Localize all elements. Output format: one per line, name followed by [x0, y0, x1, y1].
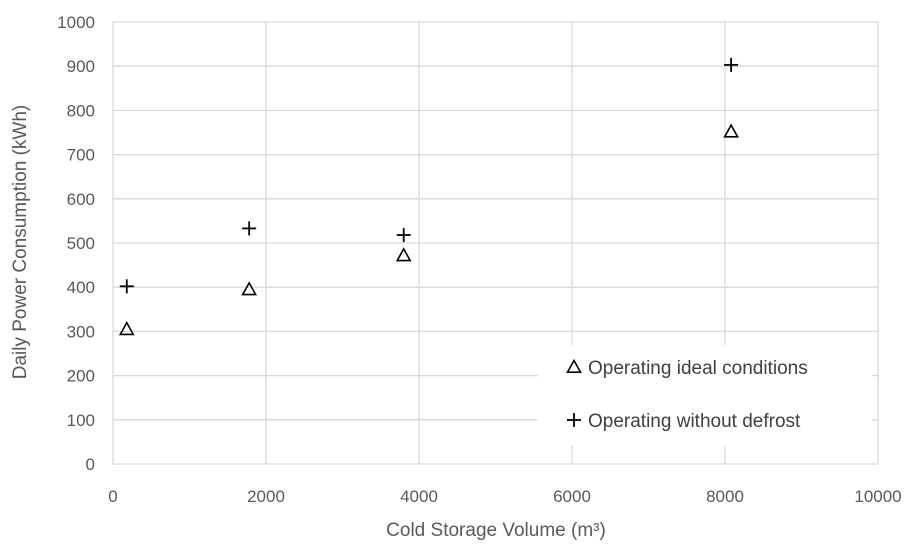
- legend-box: [538, 345, 872, 445]
- triangle-data-point: [395, 247, 412, 262]
- y-tick-label: 1000: [57, 13, 95, 32]
- y-tick-labels: 0 100 200 300 400 500 600 700 800 900 1000: [57, 13, 95, 474]
- y-tick-label: 600: [67, 190, 95, 209]
- y-tick-label: 400: [67, 278, 95, 297]
- x-tick-label: 0: [108, 487, 117, 506]
- legend: Operating ideal conditions Operating wit…: [538, 345, 872, 445]
- x-tick-label: 6000: [553, 487, 591, 506]
- y-tick-label: 200: [67, 367, 95, 386]
- y-tick-label: 500: [67, 234, 95, 253]
- y-tick-label: 700: [67, 146, 95, 165]
- legend-triangle-mark: [566, 358, 582, 374]
- grid-layer: [112, 21, 879, 465]
- plus-data-point: [119, 279, 134, 294]
- plus-data-point: [396, 228, 411, 243]
- x-tick-labels: 0 2000 4000 6000 8000 10000: [108, 487, 901, 506]
- x-tick-label: 2000: [247, 487, 285, 506]
- y-tick-label: 900: [67, 57, 95, 76]
- legend-marker-triangle-icon: [566, 358, 582, 374]
- y-tick-label: 800: [67, 101, 95, 120]
- plus-data-point: [724, 57, 739, 72]
- plus-data-point: [242, 221, 257, 236]
- legend-label-without-defrost: Operating without defrost: [588, 411, 801, 432]
- y-tick-label: 300: [67, 322, 95, 341]
- x-tick-label: 10000: [854, 487, 901, 506]
- triangle-data-point: [241, 281, 258, 296]
- x-axis-title: Cold Storage Volume (m³): [386, 520, 606, 541]
- legend-marker-plus-icon: [567, 413, 581, 427]
- y-tick-label: 0: [86, 455, 95, 474]
- legend-plus-mark: [567, 413, 581, 427]
- y-tick-label: 100: [67, 411, 95, 430]
- triangle-data-point: [723, 123, 739, 138]
- y-axis-title: Daily Power Consumption (kWh): [10, 105, 31, 380]
- x-tick-label: 8000: [706, 487, 744, 506]
- legend-label-ideal: Operating ideal conditions: [588, 358, 808, 379]
- triangle-data-point: [118, 321, 135, 336]
- series-layer: [118, 57, 739, 336]
- x-tick-label: 4000: [400, 487, 438, 506]
